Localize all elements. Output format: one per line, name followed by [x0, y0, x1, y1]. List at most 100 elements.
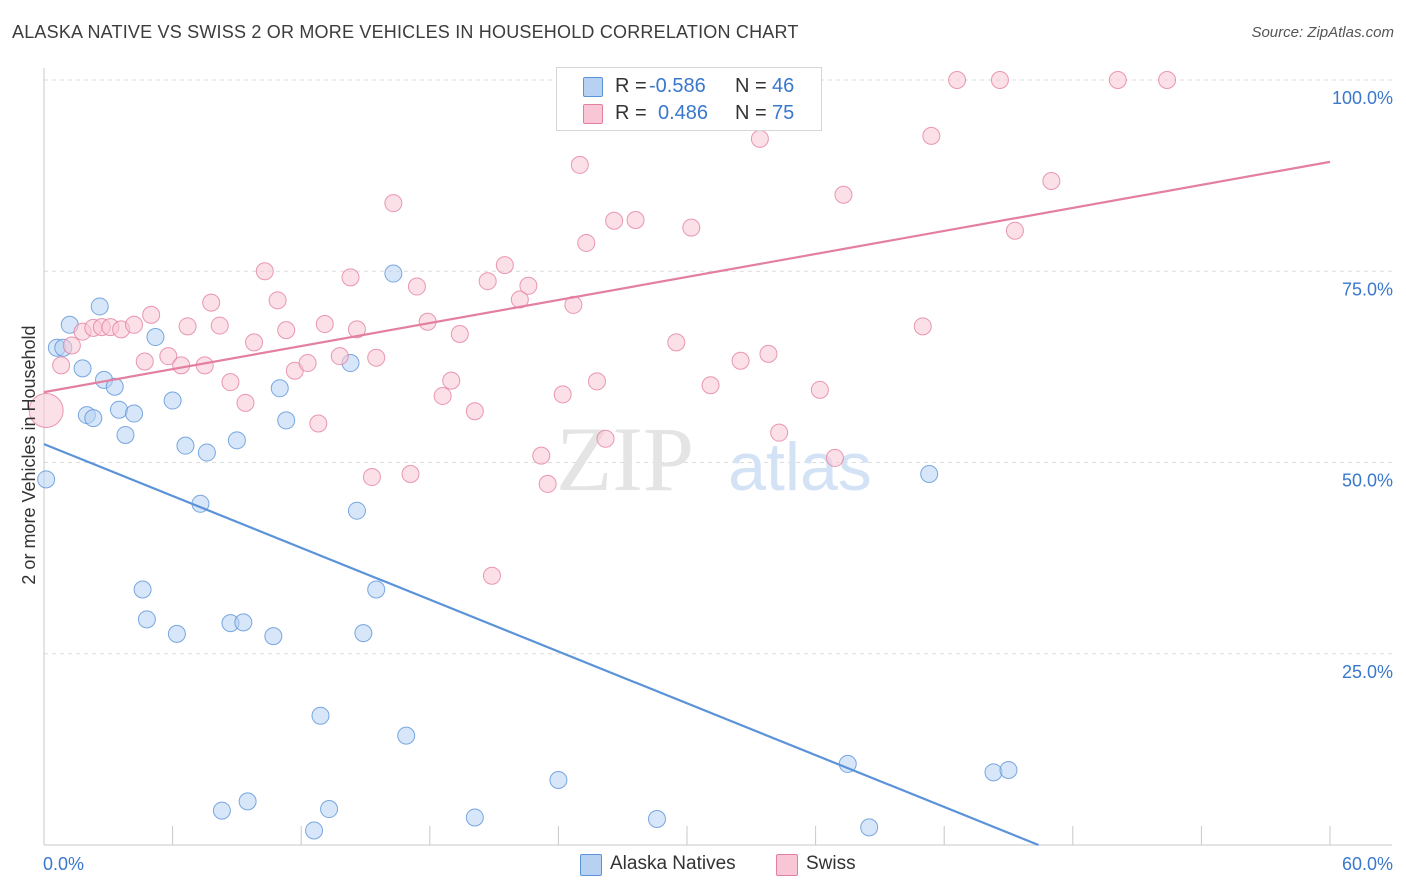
point-alaska-natives [212, 801, 231, 820]
bottom-legend-swatch-alaska-natives [580, 854, 602, 876]
point-alaska-natives [197, 443, 216, 462]
point-swiss [125, 315, 144, 334]
chart-title: ALASKA NATIVE VS SWISS 2 OR MORE VEHICLE… [12, 22, 799, 42]
point-swiss [750, 129, 769, 148]
point-swiss [341, 268, 360, 287]
point-swiss [236, 393, 255, 412]
x-tick-label: 0.0% [43, 854, 84, 874]
point-swiss [731, 351, 750, 370]
point-alaska-natives [238, 792, 257, 811]
point-swiss [28, 392, 64, 428]
point-swiss [384, 194, 403, 213]
point-swiss [1158, 71, 1177, 89]
point-swiss [922, 126, 941, 145]
point-swiss [442, 371, 461, 390]
point-alaska-natives [277, 411, 296, 430]
watermark: ZIP atlas [556, 408, 872, 510]
data-points [28, 71, 1177, 840]
correlation-legend: R = -0.586 N = 46 R = 0.486 N = 75 [556, 67, 822, 131]
point-alaska-natives [264, 627, 283, 646]
legend-swatch-swiss [583, 104, 603, 124]
point-swiss [913, 317, 932, 336]
point-swiss [245, 333, 264, 352]
point-swiss [834, 185, 853, 204]
point-alaska-natives [270, 379, 289, 398]
point-swiss [510, 290, 529, 309]
point-swiss [1042, 171, 1061, 190]
y-tick-label: 100.0% [1332, 88, 1393, 108]
point-swiss [482, 566, 501, 585]
point-swiss [596, 429, 615, 448]
y-tick-label: 50.0% [1342, 471, 1393, 491]
point-alaska-natives [347, 501, 366, 520]
point-alaska-natives [37, 470, 56, 489]
point-alaska-natives [305, 821, 324, 840]
point-swiss [532, 446, 551, 465]
point-alaska-natives [320, 800, 339, 819]
point-swiss [135, 352, 154, 371]
point-swiss [519, 276, 538, 295]
point-swiss [570, 155, 589, 174]
point-swiss [210, 316, 229, 335]
point-swiss [1005, 221, 1024, 240]
point-alaska-natives [984, 763, 1003, 782]
point-alaska-natives [137, 610, 156, 629]
legend-n-label: N = [735, 102, 767, 124]
point-swiss [701, 376, 720, 395]
point-swiss [347, 320, 366, 339]
point-swiss [268, 291, 287, 310]
point-swiss [309, 414, 328, 433]
point-swiss [178, 317, 197, 336]
grid-lines [44, 79, 1392, 655]
point-swiss [450, 324, 469, 343]
axes [43, 68, 1392, 846]
legend-r-value: 0.486 [658, 102, 709, 124]
bottom-legend-swiss: Swiss [776, 852, 876, 876]
point-swiss [465, 402, 484, 421]
point-swiss [52, 356, 71, 375]
legend-n-value: 46 [772, 75, 795, 97]
point-alaska-natives [999, 761, 1018, 780]
point-swiss [255, 262, 274, 281]
x-tick-label: 60.0% [1342, 854, 1393, 874]
point-swiss [362, 468, 381, 487]
point-alaska-natives [384, 264, 403, 283]
bottom-legend-swatch-swiss [776, 854, 798, 876]
point-alaska-natives [354, 624, 373, 643]
point-swiss [825, 448, 844, 467]
point-alaska-natives [465, 808, 484, 827]
point-swiss [330, 347, 349, 366]
point-alaska-natives [234, 613, 253, 632]
point-swiss [159, 347, 178, 366]
point-swiss [948, 71, 967, 89]
point-swiss [682, 218, 701, 237]
legend-row-alaska-natives: R = -0.586 N = 46 [557, 72, 821, 100]
point-alaska-natives [367, 580, 386, 599]
point-alaska-natives [647, 809, 666, 828]
legend-n-label: N = [735, 75, 767, 97]
point-alaska-natives [110, 400, 129, 419]
trend-line-swiss [43, 160, 1331, 394]
bottom-legend-label: Alaska Natives [610, 853, 736, 874]
legend-r-label: R = [615, 102, 647, 124]
point-swiss [478, 272, 497, 291]
point-alaska-natives [116, 425, 135, 444]
point-alaska-natives [146, 328, 165, 347]
point-alaska-natives [133, 580, 152, 599]
point-alaska-natives [311, 706, 330, 725]
legend-n-value: 75 [772, 102, 795, 124]
point-alaska-natives [549, 770, 568, 789]
point-swiss [810, 380, 829, 399]
point-swiss [407, 277, 426, 296]
point-swiss [759, 344, 778, 363]
point-alaska-natives [105, 377, 124, 396]
point-swiss [587, 372, 606, 391]
y-tick-label: 25.0% [1342, 662, 1393, 682]
point-swiss [538, 474, 557, 493]
bottom-legend-label: Swiss [806, 853, 856, 874]
point-swiss [553, 385, 572, 404]
point-swiss [577, 233, 596, 252]
legend-swatch-alaska-natives [583, 77, 603, 97]
y-tick-label: 75.0% [1342, 279, 1393, 299]
point-swiss [62, 336, 81, 355]
